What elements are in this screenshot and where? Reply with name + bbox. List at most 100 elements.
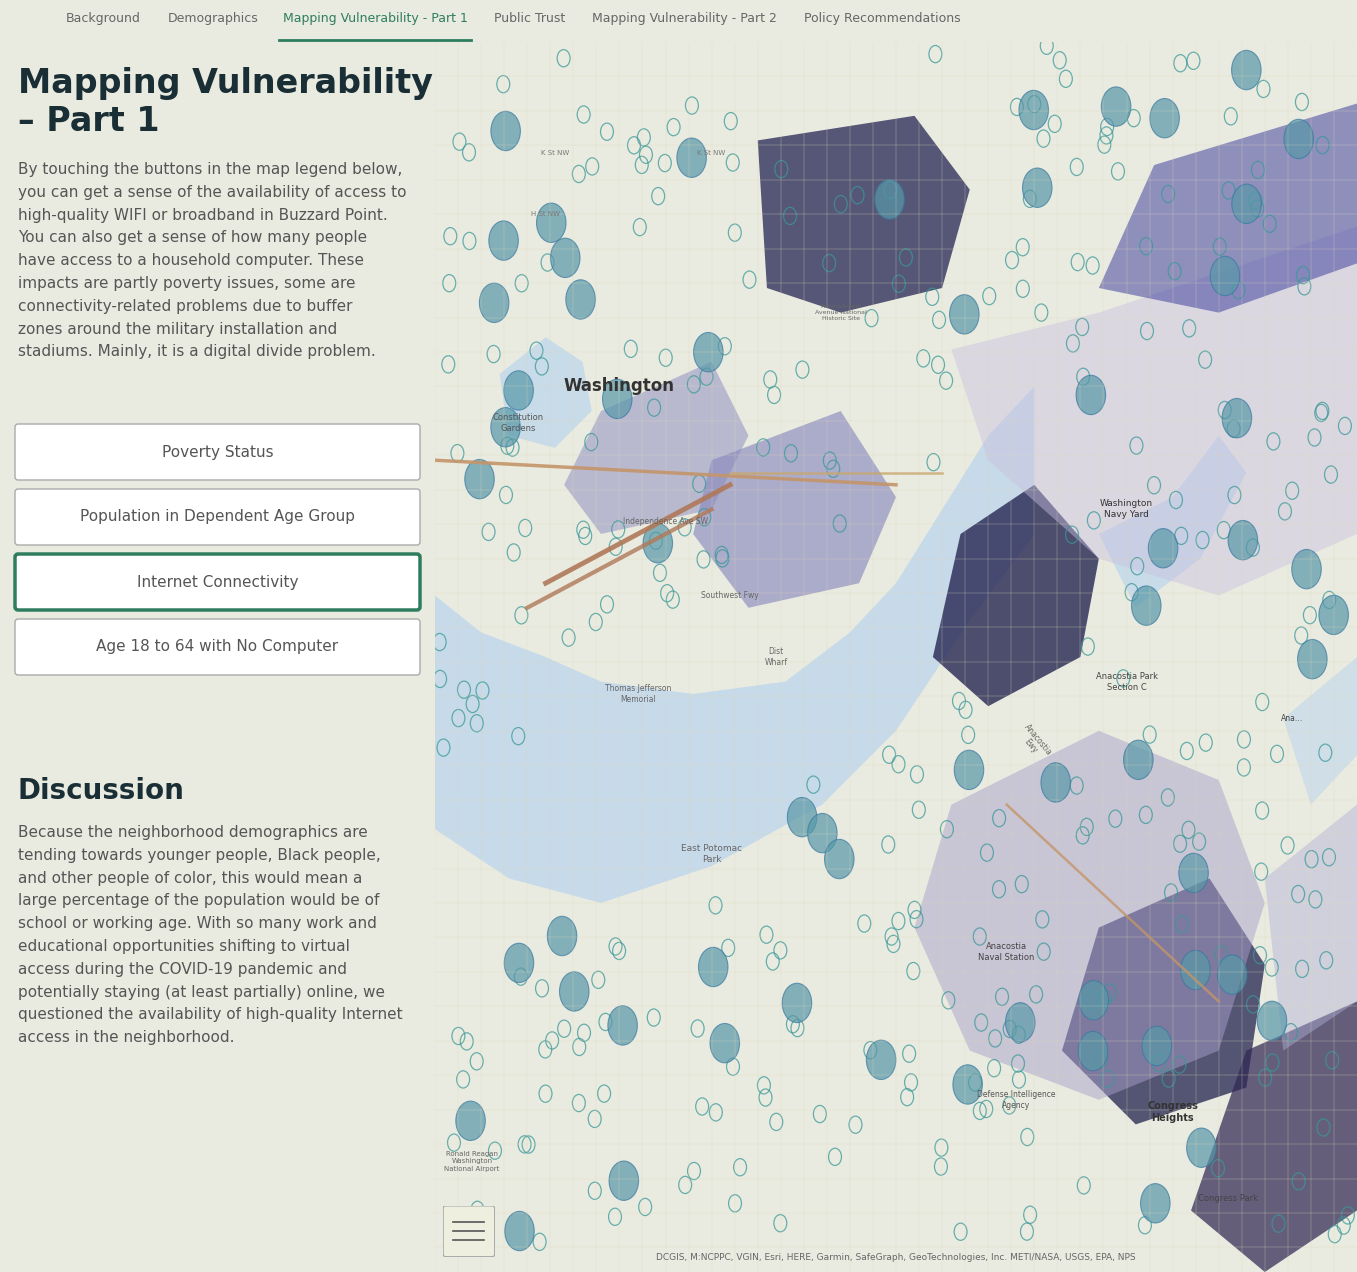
Circle shape	[1284, 120, 1314, 159]
Circle shape	[1019, 90, 1049, 130]
Circle shape	[1041, 763, 1071, 803]
Circle shape	[1228, 520, 1258, 560]
Circle shape	[787, 798, 817, 837]
Circle shape	[953, 1065, 982, 1104]
Circle shape	[1140, 1184, 1170, 1222]
Text: Defense Intelligence
Agency: Defense Intelligence Agency	[977, 1090, 1056, 1110]
Text: Ana…: Ana…	[1281, 714, 1304, 722]
Circle shape	[505, 944, 533, 982]
Polygon shape	[915, 731, 1265, 1100]
Circle shape	[1179, 854, 1208, 893]
Circle shape	[677, 139, 707, 177]
Polygon shape	[951, 226, 1357, 595]
Circle shape	[1076, 375, 1106, 415]
Text: Congress Park: Congress Park	[1198, 1193, 1258, 1203]
Text: Because the neighborhood demographics are
tending towards younger people, Black : Because the neighborhood demographics ar…	[18, 826, 403, 1046]
Circle shape	[491, 407, 520, 446]
Circle shape	[456, 1102, 486, 1141]
Text: Population in Dependent Age Group: Population in Dependent Age Group	[80, 510, 356, 524]
Circle shape	[1186, 1128, 1216, 1168]
Text: Discussion: Discussion	[18, 777, 185, 805]
Circle shape	[609, 1161, 639, 1201]
Text: K St NW: K St NW	[697, 150, 726, 155]
Text: Mapping Vulnerability - Part 2: Mapping Vulnerability - Part 2	[592, 13, 776, 25]
Circle shape	[1124, 740, 1153, 780]
Text: Washington: Washington	[565, 378, 674, 396]
Polygon shape	[1191, 1001, 1357, 1272]
Circle shape	[875, 179, 904, 219]
Text: Congress
Heights: Congress Heights	[1147, 1100, 1198, 1123]
Circle shape	[1210, 257, 1240, 295]
Circle shape	[1143, 1027, 1171, 1066]
Circle shape	[503, 370, 533, 410]
Text: Age 18 to 64 with No Computer: Age 18 to 64 with No Computer	[96, 640, 338, 655]
Text: Internet Connectivity: Internet Connectivity	[137, 575, 299, 589]
Circle shape	[536, 204, 566, 243]
Circle shape	[547, 916, 577, 955]
Circle shape	[1079, 1032, 1107, 1071]
Text: Pennsylvania
Avenue National
Historic Site: Pennsylvania Avenue National Historic Si…	[814, 304, 867, 321]
Polygon shape	[1284, 658, 1357, 805]
Text: Thomas Jefferson
Memorial: Thomas Jefferson Memorial	[605, 684, 670, 703]
Circle shape	[1232, 184, 1261, 224]
Text: Constitution
Gardens: Constitution Gardens	[493, 413, 544, 434]
Polygon shape	[932, 485, 1099, 706]
Polygon shape	[1265, 805, 1357, 1051]
Circle shape	[1257, 1001, 1286, 1040]
Circle shape	[444, 1208, 474, 1248]
FancyBboxPatch shape	[15, 619, 421, 675]
Circle shape	[1148, 529, 1178, 567]
Circle shape	[505, 1211, 535, 1250]
Circle shape	[1132, 586, 1162, 626]
Text: Dist
Wharf: Dist Wharf	[764, 647, 787, 667]
Circle shape	[551, 238, 579, 277]
Circle shape	[1292, 550, 1322, 589]
Polygon shape	[499, 337, 592, 448]
Text: Public Trust: Public Trust	[494, 13, 566, 25]
Text: DCGIS, M:NCPPC, VGIN, Esri, HERE, Garmin, SafeGraph, GeoTechnologies, Inc. METI/: DCGIS, M:NCPPC, VGIN, Esri, HERE, Garmin…	[657, 1253, 1136, 1262]
Text: By touching the buttons in the map legend below,
you can get a sense of the avai: By touching the buttons in the map legen…	[18, 162, 407, 360]
Text: Anacostia
Ewy: Anacostia Ewy	[1015, 722, 1054, 763]
Text: East Potomac
Park: East Potomac Park	[681, 843, 742, 864]
Circle shape	[566, 280, 596, 319]
Text: Ronald Reagan
Washington
National Airport: Ronald Reagan Washington National Airpor…	[444, 1151, 499, 1172]
Circle shape	[710, 1024, 740, 1063]
Polygon shape	[1063, 879, 1265, 1124]
Text: – Part 1: – Part 1	[18, 106, 160, 137]
Text: Independence Ave SW: Independence Ave SW	[623, 518, 708, 527]
Circle shape	[608, 1006, 638, 1046]
Text: Anacostia Park
Section C: Anacostia Park Section C	[1095, 672, 1158, 692]
Circle shape	[479, 284, 509, 323]
FancyBboxPatch shape	[15, 555, 421, 611]
Circle shape	[464, 459, 494, 499]
Text: Policy Recommendations: Policy Recommendations	[803, 13, 961, 25]
Circle shape	[491, 111, 520, 150]
Text: K St NW: K St NW	[540, 150, 569, 155]
Text: Poverty Status: Poverty Status	[161, 444, 273, 459]
FancyBboxPatch shape	[444, 1206, 495, 1257]
Circle shape	[693, 332, 723, 371]
Text: Mapping Vulnerability: Mapping Vulnerability	[18, 67, 433, 100]
Polygon shape	[436, 387, 1034, 903]
Polygon shape	[1099, 103, 1357, 313]
Circle shape	[603, 379, 632, 418]
Circle shape	[825, 840, 854, 879]
Circle shape	[1319, 595, 1349, 635]
Polygon shape	[693, 411, 896, 608]
Circle shape	[1217, 955, 1247, 995]
Circle shape	[643, 524, 673, 563]
Circle shape	[782, 983, 811, 1023]
Polygon shape	[565, 361, 749, 534]
Circle shape	[1181, 950, 1210, 990]
Polygon shape	[1099, 435, 1246, 608]
Text: Mapping Vulnerability - Part 1: Mapping Vulnerability - Part 1	[282, 13, 467, 25]
Text: H St NW: H St NW	[531, 211, 560, 218]
Text: Washington
Navy Yard: Washington Navy Yard	[1101, 500, 1153, 519]
Circle shape	[1023, 168, 1052, 207]
Circle shape	[489, 221, 518, 261]
Circle shape	[1079, 981, 1109, 1020]
Circle shape	[950, 295, 978, 335]
Polygon shape	[757, 116, 970, 313]
Circle shape	[699, 948, 727, 987]
Circle shape	[807, 813, 837, 852]
